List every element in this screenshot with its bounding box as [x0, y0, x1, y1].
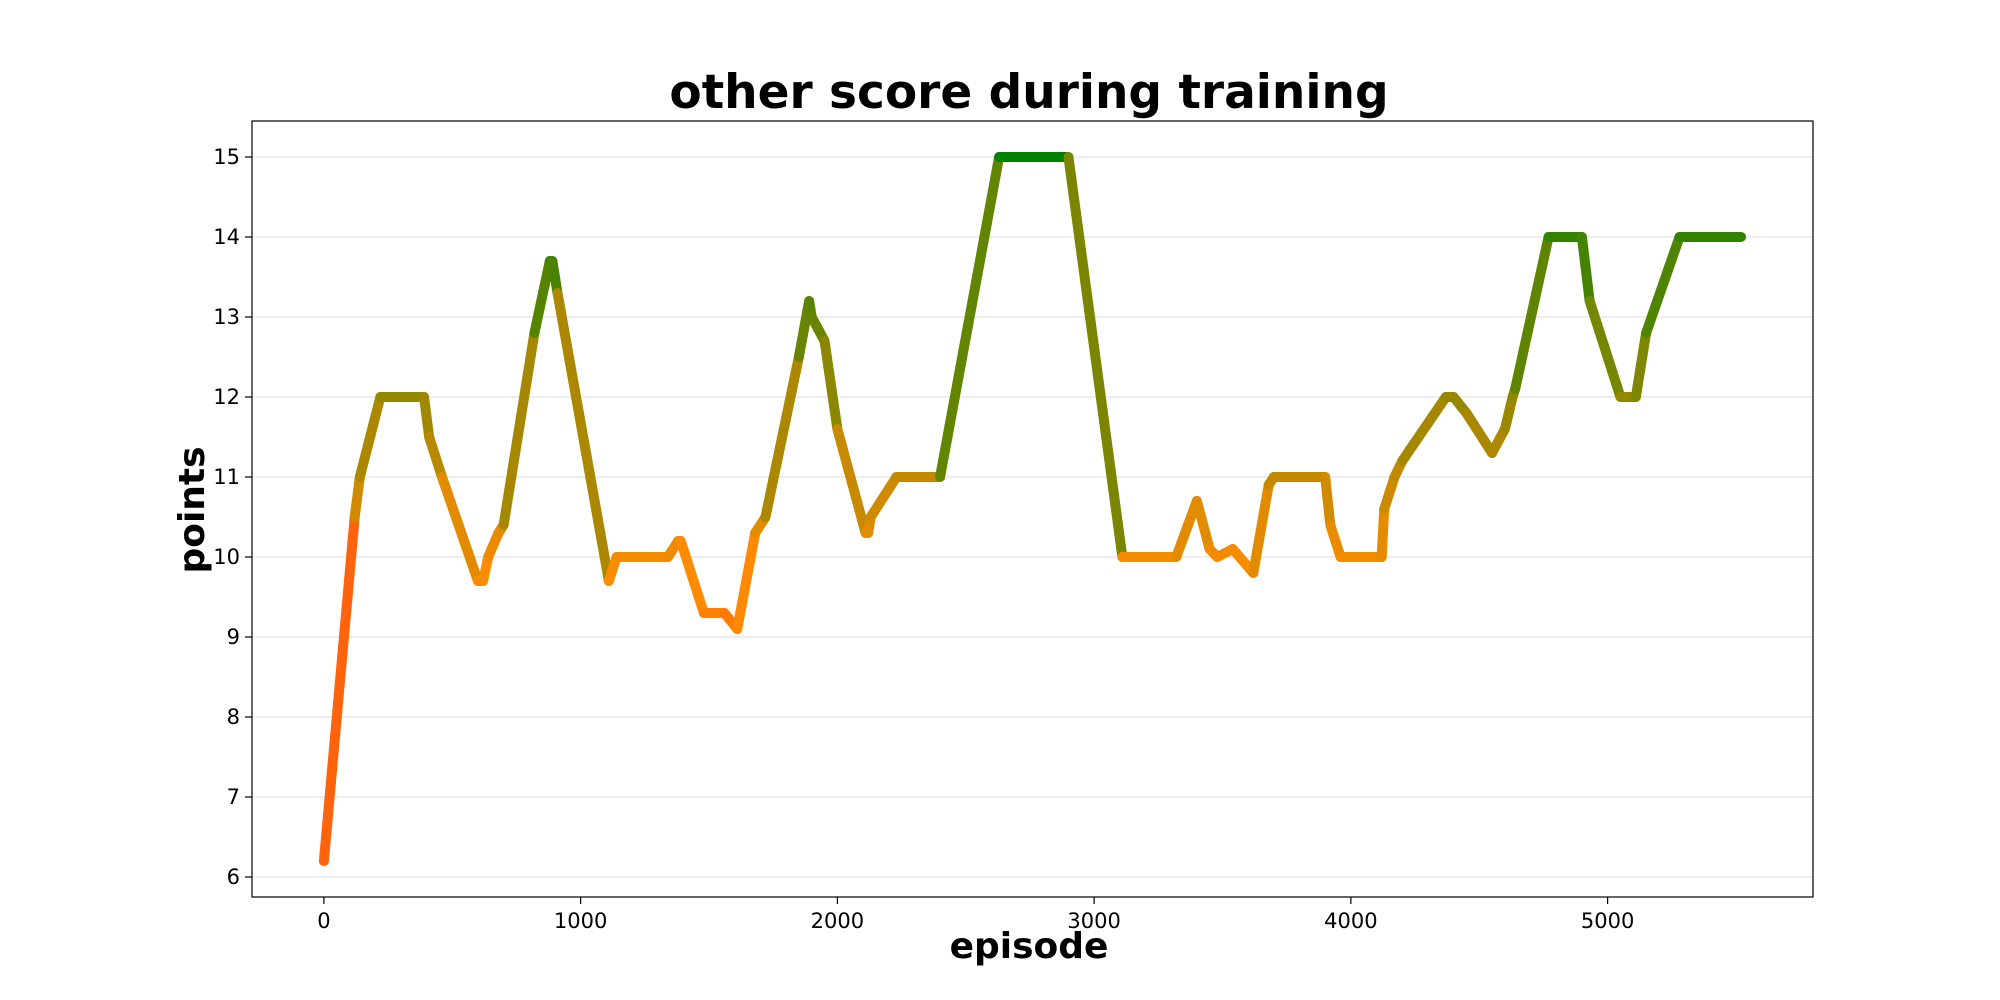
- y-tick-label: 6: [227, 865, 240, 889]
- line-segment: [1320, 472, 1336, 530]
- line-segment: [354, 392, 386, 482]
- line-segment: [1248, 480, 1274, 578]
- y-axis-label: points: [172, 446, 213, 573]
- line-segment: [865, 472, 902, 522]
- line-segment: [419, 392, 435, 442]
- y-tick-label: 13: [213, 305, 240, 329]
- line-segment: [436, 472, 483, 586]
- y-tick-label: 11: [213, 465, 240, 489]
- y-tick-label: 15: [213, 145, 240, 169]
- line-segment: [1499, 392, 1518, 434]
- line-segment: [1191, 496, 1215, 554]
- line-segment: [1510, 232, 1554, 394]
- line-segment: [1171, 496, 1202, 562]
- line-segment: [552, 288, 614, 586]
- axis-ticks: 6 7 8 9 10 11 12 13 14 15 0 1000 2000 3000 4000 5000: [213, 145, 1634, 933]
- line-segment: [1461, 408, 1498, 458]
- line-segment: [832, 424, 871, 538]
- line-segment: [529, 256, 555, 338]
- y-tick-label: 7: [227, 785, 240, 809]
- x-tick-label: 3000: [1067, 909, 1120, 933]
- x-tick-label: 1000: [554, 909, 607, 933]
- line-segment: [1063, 152, 1128, 562]
- y-tick-label: 14: [213, 225, 240, 249]
- line-segment: [819, 336, 843, 434]
- x-tick-label: 5000: [1581, 909, 1634, 933]
- line-segment: [935, 152, 1005, 482]
- data-line: [318, 152, 1747, 866]
- line-segment: [318, 512, 360, 866]
- line-segment: [1576, 232, 1595, 306]
- x-tick-label: 0: [317, 909, 330, 933]
- line-segment: [760, 352, 804, 522]
- line-segment: [1325, 520, 1346, 562]
- line-segment: [1376, 504, 1390, 562]
- line-segment: [1584, 296, 1626, 402]
- line-segment: [349, 472, 365, 522]
- line-segment: [1397, 392, 1451, 466]
- y-tick-label: 8: [227, 705, 240, 729]
- line-segment: [424, 432, 447, 482]
- plot-frame: [251, 120, 1814, 898]
- line-segment: [732, 528, 761, 634]
- chart-title: other score during training: [669, 65, 1388, 120]
- line-segment: [547, 256, 563, 298]
- y-tick-label: 10: [213, 545, 240, 569]
- x-axis-label: episode: [950, 926, 1109, 967]
- x-tick-label: 4000: [1324, 909, 1377, 933]
- line-segment: [1379, 472, 1400, 514]
- line-segment: [498, 328, 540, 530]
- x-tick-label: 2000: [811, 909, 864, 933]
- line-segment: [1641, 232, 1685, 338]
- line-segment: [1630, 328, 1652, 402]
- gridlines: [252, 156, 1813, 878]
- line-segment: [675, 536, 709, 618]
- y-tick-label: 12: [213, 385, 240, 409]
- y-tick-label: 9: [227, 625, 240, 649]
